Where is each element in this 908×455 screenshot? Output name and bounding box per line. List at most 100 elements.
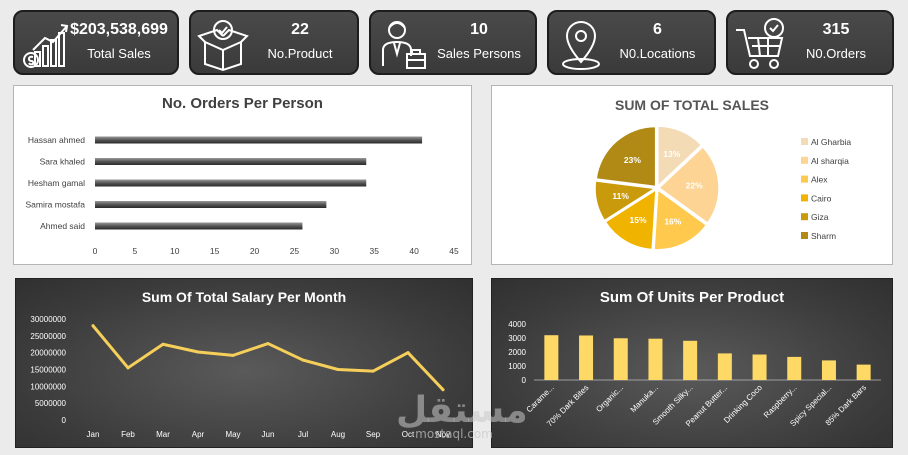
location-pin-icon [562,21,600,70]
kpi-label: No.Product [267,46,333,61]
legend-label: Sharm [811,231,836,241]
bar [856,364,871,380]
kpi-label: Total Sales [87,46,151,61]
kpi-no-product: 22 No.Product [189,10,359,75]
kpi-label: N0.Locations [619,46,696,61]
y-tick-label: 4000 [508,320,526,329]
bar [648,338,663,380]
legend-swatch [801,175,808,183]
salary-per-month-chart: Sum Of Total Salary Per Month 0 5000000 10… [15,278,473,448]
x-tick-label: 25 [290,246,300,256]
legend-swatch [801,232,808,239]
salary-per-month-plot: 0 5000000 10000000 15000000 20000000 25000000… [30,315,450,439]
data-point [196,350,200,354]
data-point [161,342,165,346]
x-tick-label: Apr [192,430,205,439]
x-tick-label: Sep [366,430,381,439]
pie-slice [657,125,703,188]
slice-label: 22% [686,181,703,191]
data-point [91,324,95,328]
y-tick-label: 3000 [508,334,526,343]
x-tick-label: 20 [250,246,260,256]
y-tick-label: 5000000 [35,399,67,408]
bar [95,222,303,230]
x-tick-label: 15 [210,246,220,256]
y-tick-label: 0 [522,376,527,385]
y-tick-label: Hassan ahmed [28,135,85,145]
bar [613,338,628,380]
y-tick-label: 30000000 [30,315,66,324]
bar [95,179,367,187]
y-tick-label: 25000000 [30,332,66,341]
x-tick-label: 35 [369,246,379,256]
y-tick-label: Ahmed said [40,221,85,231]
legend-label: Alex [811,175,828,185]
bar [95,136,423,144]
data-point [406,351,410,355]
bar [544,335,559,380]
x-tick-label: May [225,430,240,439]
legend-label: Giza [811,212,829,222]
bar [95,201,327,208]
pie-slice [604,188,657,251]
y-tick-label: Sara khaled [40,157,86,167]
chart-title: No. Orders Per Person [162,95,323,112]
data-point [266,342,270,346]
y-tick-label: 1000 [508,362,526,371]
total-sales-pie-plot: 13% 22% 16% 15% 11% 23% Al Gharbia Al sharqia Al… [594,125,851,251]
units-per-product-chart: Sum Of Units Per Product 0 1000 2000 3000 40… [491,278,893,448]
kpi-value: 22 [291,21,309,38]
y-tick-label: 20000000 [30,349,66,358]
kpi-total-sales: $203,538,699 Total Sales [13,10,179,75]
shopping-cart-icon [736,18,784,69]
chart-title: SUM OF TOTAL SALES [614,97,769,113]
x-tick-label: 40 [409,246,419,256]
pie-slice [595,125,657,188]
kpi-orders: 315 N0.Orders [726,10,894,75]
y-tick-label: 0 [62,416,67,425]
kpi-label: Sales Persons [437,46,521,61]
kpi-value: 315 [822,21,850,38]
data-point [336,368,340,371]
legend-label: Al sharqia [811,156,849,166]
x-tick-label: 5 [133,246,138,256]
x-tick-label: 30 [330,246,340,256]
x-tick-label: Manuka... [629,383,660,414]
legend-swatch [801,138,808,145]
bar [579,335,594,380]
kpi-value: 6 [653,21,662,38]
x-tick-label: 45 [449,246,459,256]
kpi-label: N0.Orders [806,46,866,61]
legend-label: Cairo [811,193,832,203]
x-tick-label: Carame... [525,383,556,414]
orders-per-person-plot: Hassan ahmed Sara khaled Hesham gamal Samir… [25,135,459,256]
product-box-icon [197,20,249,72]
kpi-value: $203,538,699 [70,21,168,38]
x-tick-label: Mar [156,430,170,439]
x-tick-label: Jul [298,430,308,439]
data-point [126,366,130,370]
slice-label: 11% [612,191,629,201]
total-sales-pie-chart: SUM OF TOTAL SALES 13% 22% 16% 15% 11% 23% Al … [491,85,893,265]
x-tick-label: Feb [121,430,135,439]
watermark: مستقل mostaql.com [396,393,528,449]
x-tick-label: Jan [87,430,100,439]
data-point [371,369,375,373]
slice-label: 23% [624,155,641,165]
watermark-latin: mostaql.com [415,427,493,441]
data-point [301,358,305,362]
x-tick-label: Jun [262,430,275,439]
legend-label: Al Gharbia [811,137,851,147]
x-tick-label: Organic... [594,383,625,414]
pie-slice [657,145,720,225]
money-chart-icon [23,24,69,68]
bar [821,360,836,380]
pie-slice [594,180,658,222]
series-line [91,324,445,392]
slice-label: 13% [663,149,680,159]
bar [752,354,767,380]
y-tick-label: 2000 [508,348,526,357]
data-point [231,353,235,357]
x-tick-label: Nov [436,430,450,439]
legend-swatch [801,213,808,221]
